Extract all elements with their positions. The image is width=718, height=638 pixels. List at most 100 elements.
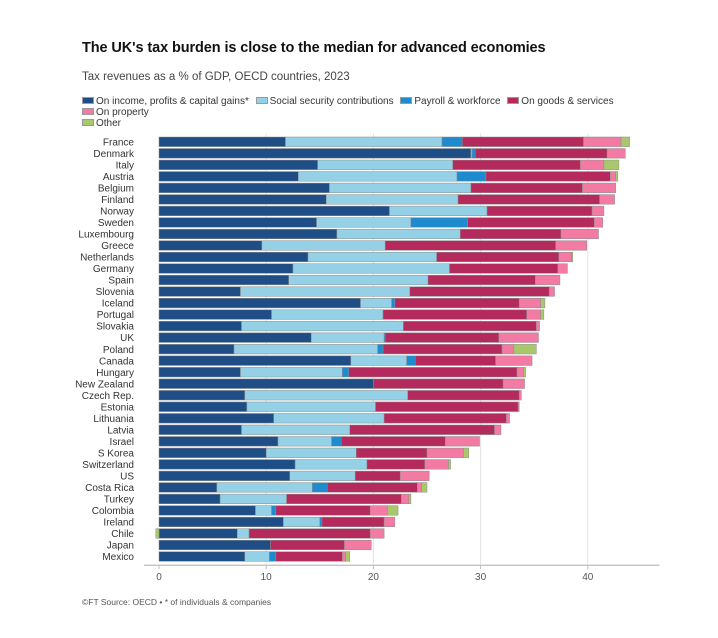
- bar-row-japan: [158, 539, 372, 551]
- bar-segment: [248, 528, 371, 539]
- bar-segment: [294, 459, 368, 470]
- country-label: S Korea: [98, 448, 135, 459]
- bar-segment: [526, 309, 541, 320]
- bar-segment: [155, 528, 160, 539]
- bar-segment: [277, 436, 332, 447]
- bar-segment: [158, 182, 330, 193]
- legend-swatch-social-security: [255, 97, 268, 104]
- bar-segment: [271, 505, 277, 516]
- bar-segment: [158, 551, 246, 562]
- bar-row-us: [158, 470, 430, 481]
- bar-segment: [255, 505, 272, 516]
- bar-segment: [399, 470, 430, 481]
- bar-segment: [317, 159, 453, 170]
- country-label: Netherlands: [80, 253, 134, 264]
- bar-row-iceland: [158, 298, 546, 309]
- country-labels: FranceDenmarkItalyAustriaBelgiumFinlandN…: [75, 137, 135, 563]
- bar-segment: [548, 286, 555, 297]
- bar-segment: [606, 148, 626, 159]
- bar-segment: [158, 263, 294, 274]
- bar-segment: [557, 263, 568, 274]
- bar-segment: [387, 505, 399, 516]
- legend-swatch-payroll: [400, 97, 413, 104]
- bar-segment: [599, 194, 615, 205]
- bar-segment: [394, 298, 520, 309]
- bar-segment: [470, 182, 583, 193]
- bar-row-hungary: [158, 367, 526, 378]
- x-tick-label: 30: [475, 572, 487, 583]
- country-label: Israel: [110, 437, 134, 448]
- bar-segment: [319, 516, 323, 528]
- bar-segment: [158, 148, 472, 159]
- bar-segment: [457, 194, 600, 205]
- bar-segment: [486, 205, 593, 216]
- bar-segment: [384, 332, 500, 343]
- bar-segment: [275, 505, 371, 516]
- bar-segment: [417, 482, 422, 493]
- bar-segment: [158, 321, 242, 332]
- bar-segment: [158, 136, 286, 147]
- bar-segment: [485, 171, 611, 182]
- bar-segment: [316, 217, 412, 228]
- bar-segment: [307, 251, 437, 263]
- bar-segment: [216, 482, 313, 493]
- bar-segment: [401, 493, 410, 504]
- country-label: Estonia: [101, 402, 135, 413]
- country-label: Germany: [93, 264, 134, 275]
- bar-segment: [158, 274, 289, 286]
- bar-segment: [158, 413, 274, 424]
- bar-row-france: [158, 136, 630, 147]
- bar-segment: [244, 551, 270, 562]
- bar-segment: [310, 332, 385, 343]
- bar-segment: [240, 367, 343, 378]
- bar-segment: [382, 309, 527, 320]
- bar-segment: [158, 251, 309, 263]
- bar-segment: [158, 447, 267, 458]
- bar-segment: [383, 516, 396, 528]
- bar-segment: [270, 539, 345, 551]
- bar-segment: [373, 378, 504, 389]
- bar-segment: [344, 539, 372, 551]
- bar-segment: [158, 367, 241, 378]
- bar-segment: [327, 482, 418, 493]
- legend-item-goods-services: On goods & services: [507, 96, 614, 107]
- chart-subtitle: Tax revenues as a % of GDP, OECD countri…: [82, 71, 350, 83]
- bar-segment: [427, 274, 536, 286]
- bar-row-switzerland: [158, 459, 451, 470]
- bar-segment: [369, 528, 385, 539]
- bar-segment: [265, 447, 357, 458]
- bar-segment: [540, 298, 546, 309]
- legend-label-social-security: Social security contributions: [269, 96, 394, 107]
- country-label: France: [103, 137, 135, 148]
- legend-item-income: On income, profits & capital gains*: [82, 96, 249, 107]
- bar-row-lithuania: [158, 413, 510, 424]
- country-label: Italy: [116, 160, 134, 171]
- country-label: Austria: [103, 172, 135, 183]
- bar-segment: [467, 217, 595, 228]
- bar-row-italy: [158, 159, 620, 170]
- bar-segment: [321, 516, 385, 528]
- bar-segment: [424, 459, 449, 470]
- country-label: Colombia: [92, 506, 135, 517]
- bar-segment: [536, 321, 540, 332]
- bar-row-israel: [158, 436, 480, 447]
- bar-segment: [591, 205, 605, 216]
- country-label: Mexico: [102, 552, 134, 563]
- bar-segment: [158, 378, 374, 389]
- bar-segment: [158, 528, 238, 539]
- bar-segment: [219, 493, 287, 504]
- country-label: Slovenia: [96, 287, 135, 298]
- bar-segment: [459, 228, 562, 240]
- bar-segment: [241, 424, 351, 435]
- country-label: Ireland: [103, 518, 134, 529]
- bar-row-norway: [158, 205, 605, 216]
- bar-segment: [462, 136, 584, 147]
- bar-segment: [345, 551, 351, 562]
- bar-row-spain: [158, 274, 561, 286]
- bar-row-chile: [155, 528, 385, 539]
- country-label: Belgium: [98, 183, 134, 194]
- bar-segment: [237, 528, 250, 539]
- bar-segment: [261, 240, 386, 251]
- legend-label-income: On income, profits & capital gains*: [96, 96, 249, 107]
